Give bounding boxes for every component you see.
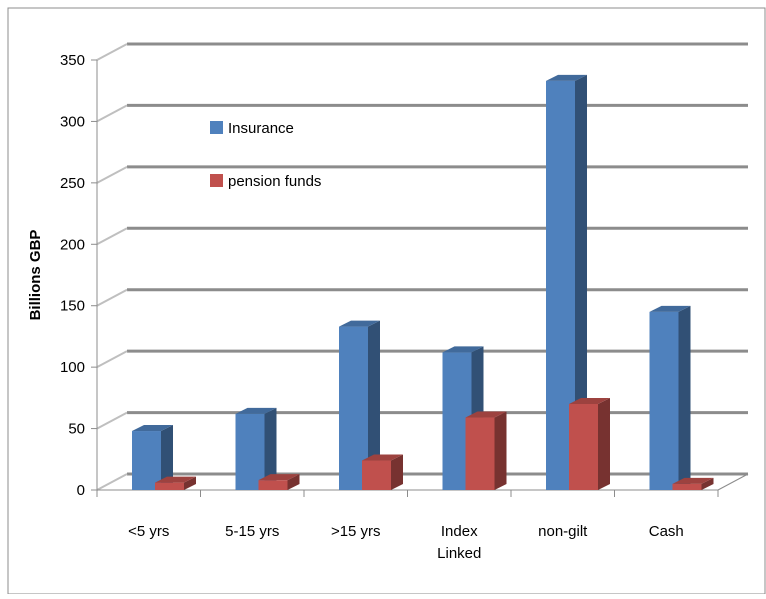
side-wall-line [96,288,128,307]
x-tick-label: Index [441,523,478,540]
y-tick-label: 100 [60,359,85,376]
bar-side [161,425,173,490]
x-tick-label: <5 yrs [128,523,169,540]
bar-insurance [235,407,277,490]
bar-front [649,311,679,490]
bar-front [155,482,184,490]
x-tick-label: Cash [649,523,684,540]
bar-top [155,476,196,483]
bar-pension-funds [465,411,507,490]
y-tick-label: 0 [77,482,85,499]
bar-side [701,477,714,490]
y-tick-label: 350 [60,52,85,69]
bar-front [235,413,265,490]
bar-top [442,346,484,353]
legend: Insurance pension funds [210,120,321,190]
bar-top [569,398,610,404]
y-tick-label: 250 [60,175,85,192]
bar-front [465,417,495,490]
bar-front [362,460,391,490]
y-tick-label: 300 [60,113,85,130]
bar-insurance [649,305,691,490]
x-tick-label: >15 yrs [331,523,381,540]
bar-front [132,431,161,490]
bar-side [264,407,277,490]
bar-front [258,480,288,490]
side-wall-line [96,104,128,123]
legend-label: pension funds [228,173,321,190]
side-wall-line [96,165,128,184]
bar-pension-funds [362,454,403,490]
bar-top [649,305,691,312]
bar-side [287,474,300,490]
bars [132,74,714,490]
bar-top [362,454,403,461]
y-tick-label: 200 [60,236,85,253]
bar-pension-funds [258,474,300,490]
bar-pension-funds [672,477,714,490]
bar-front [672,483,702,490]
gridlines [96,42,748,491]
bar-side [184,476,196,490]
axes [91,59,749,497]
legend-swatch [210,121,223,134]
y-tick-label: 50 [68,421,85,438]
bar-pension-funds [569,398,610,490]
side-wall-line [96,350,128,369]
tick-labels: 0 50 100 150 200 250 300 350 <5 yrs 5-15 yrs >15 y… [60,52,684,562]
side-wall-line [96,411,128,430]
bar-side [598,398,610,490]
bar-top [546,74,587,81]
bar-top [672,477,714,484]
bar-top [339,320,380,327]
bar-side [575,74,587,490]
legend-label: Insurance [228,120,294,137]
bar-pension-funds [155,476,196,490]
bar-side [391,454,403,490]
bar-top [235,407,277,414]
legend-swatch [210,174,223,187]
y-tick-label: 150 [60,298,85,315]
bar-top [465,411,507,418]
x-tick-label: 5-15 yrs [225,523,279,540]
bar-top [258,474,300,481]
bar-front [569,404,598,490]
bar-side [368,320,380,490]
x-tick-label: non-gilt [538,523,588,540]
side-wall-line [96,43,128,61]
bar-side [494,411,507,490]
x-tick-label: Linked [437,545,481,562]
side-wall-line [96,227,128,246]
chart-frame [7,7,766,595]
bar-top [132,425,173,432]
bar-insurance [132,425,173,490]
side-wall-line [96,473,128,491]
bar-side [678,305,691,490]
y-axis-title: Billions GBP [27,230,44,321]
floor-edge [717,473,749,491]
